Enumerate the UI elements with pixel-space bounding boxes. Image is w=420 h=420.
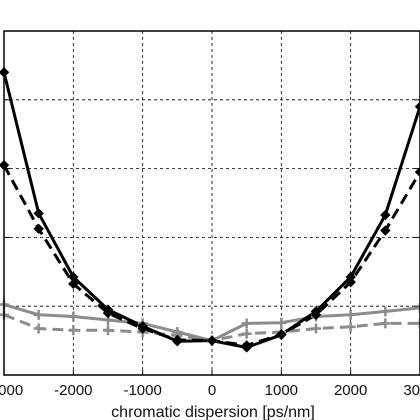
x-tick-label: 0 <box>208 382 216 399</box>
plot-frame <box>3 30 420 376</box>
data-point <box>380 209 391 221</box>
x-tick-label: 1000 <box>265 382 298 399</box>
data-point <box>415 318 420 329</box>
data-point <box>241 342 252 353</box>
data-point <box>414 166 420 178</box>
data-point <box>310 306 322 317</box>
data-point <box>172 336 183 347</box>
data-point <box>68 271 79 283</box>
marker-layer <box>0 67 420 353</box>
data-point <box>33 208 44 219</box>
data-point <box>33 323 44 334</box>
data-point <box>380 306 391 317</box>
data-point <box>414 101 420 112</box>
data-point <box>311 323 321 334</box>
x-tick-label: 3000 <box>403 382 420 399</box>
x-tick-label: -3000 <box>0 382 23 399</box>
data-point <box>33 223 44 235</box>
x-tick-label: 2000 <box>334 382 367 399</box>
data-point <box>276 317 287 328</box>
data-point <box>68 311 79 322</box>
data-point <box>137 320 148 332</box>
data-point <box>380 318 391 329</box>
x-tick-label: -2000 <box>54 382 92 399</box>
data-point <box>206 335 218 346</box>
data-point <box>345 309 356 320</box>
data-point <box>380 225 391 236</box>
data-point <box>103 325 113 336</box>
x-axis-label: chromatic dispersion [ps/nm] <box>111 404 315 420</box>
data-point <box>241 328 252 339</box>
data-point <box>68 278 79 290</box>
data-point <box>68 325 79 336</box>
data-point <box>415 302 420 313</box>
data-point <box>276 329 287 340</box>
data-point <box>345 271 356 283</box>
data-point <box>241 318 252 329</box>
x-tick-labels: -3000 -2000 -1000 0 1000 2000 3000 <box>0 382 420 399</box>
grid <box>3 31 420 375</box>
data-point <box>102 304 114 315</box>
data-point <box>33 309 44 320</box>
data-point <box>345 321 356 332</box>
x-tick-label: -1000 <box>123 382 161 399</box>
